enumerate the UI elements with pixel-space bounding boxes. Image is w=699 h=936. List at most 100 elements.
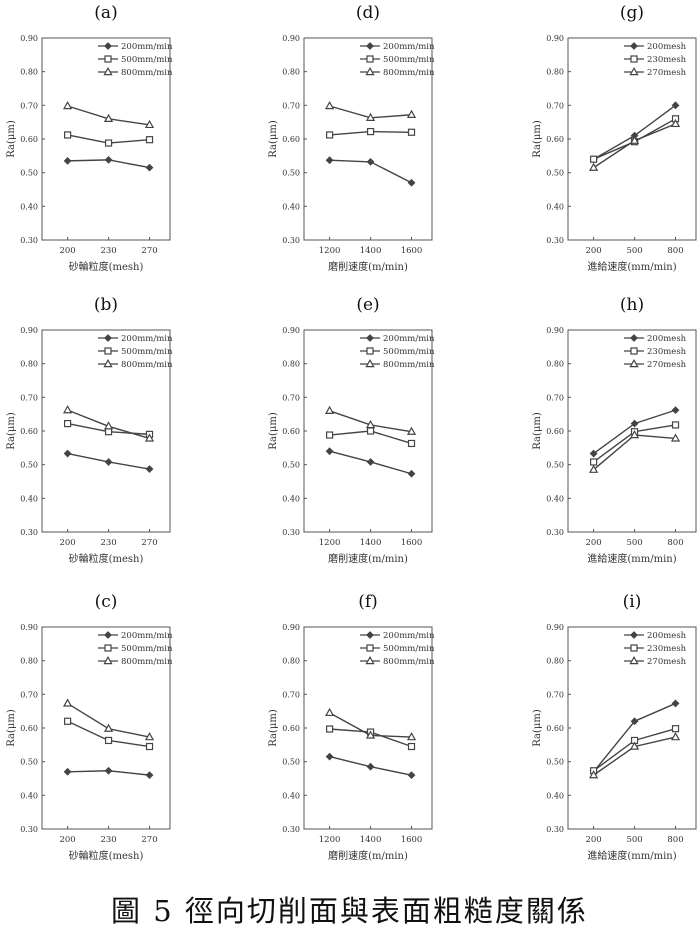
x-axis-label: 進給速度(mm/min) bbox=[587, 260, 676, 273]
y-tick-label: 0.30 bbox=[282, 528, 300, 537]
y-tick-label: 0.80 bbox=[282, 360, 300, 369]
marker-triangle bbox=[62, 100, 73, 110]
chart-panel: (c) 0.30 0.40 0.50 0.60 0.70 0.80 0.90 200 230 270… bbox=[6, 592, 173, 862]
chart-panel: (e) 0.30 0.40 0.50 0.60 0.70 0.80 0.90 1200 1400 1… bbox=[268, 295, 435, 565]
marker-diamond bbox=[407, 771, 416, 780]
marker-diamond bbox=[145, 771, 154, 780]
legend-label: 800mm/min bbox=[383, 360, 435, 370]
y-tick-label: 0.90 bbox=[282, 623, 300, 632]
y-tick-label: 0.90 bbox=[20, 326, 38, 335]
marker-triangle bbox=[365, 358, 375, 368]
y-tick-label: 0.60 bbox=[282, 427, 300, 436]
panel-label: (h) bbox=[620, 295, 644, 315]
marker-triangle bbox=[629, 655, 639, 665]
y-tick-label: 0.80 bbox=[546, 360, 564, 369]
marker-square bbox=[407, 439, 416, 448]
marker-triangle bbox=[324, 707, 335, 717]
x-axis-label: 進給速度(mm/min) bbox=[587, 849, 676, 862]
x-tick-label: 500 bbox=[626, 246, 642, 256]
y-tick-label: 0.70 bbox=[282, 393, 300, 402]
marker-triangle bbox=[406, 732, 417, 741]
marker-square bbox=[63, 717, 72, 725]
y-tick-label: 0.90 bbox=[546, 34, 564, 43]
marker-diamond bbox=[145, 163, 154, 172]
y-tick-label: 0.60 bbox=[20, 427, 38, 436]
legend-label: 800mm/min bbox=[383, 68, 435, 78]
marker-diamond bbox=[63, 156, 72, 165]
x-tick-label: 1600 bbox=[401, 835, 423, 845]
marker-diamond bbox=[630, 334, 638, 342]
y-axis-label: Ra(μm) bbox=[532, 412, 543, 450]
marker-triangle bbox=[629, 741, 640, 750]
x-tick-label: 1200 bbox=[319, 538, 341, 548]
y-tick-label: 0.70 bbox=[282, 101, 300, 110]
marker-diamond bbox=[630, 717, 639, 726]
y-tick-label: 0.50 bbox=[282, 461, 300, 470]
y-tick-label: 0.50 bbox=[282, 758, 300, 767]
marker-diamond bbox=[325, 752, 334, 761]
panel-label: (a) bbox=[94, 3, 117, 23]
y-axis-label: Ra(μm) bbox=[268, 120, 279, 158]
y-tick-label: 0.50 bbox=[282, 169, 300, 178]
marker-diamond bbox=[630, 419, 639, 428]
marker-diamond bbox=[671, 406, 680, 415]
marker-square bbox=[671, 725, 680, 733]
y-tick-label: 0.80 bbox=[546, 68, 564, 77]
x-tick-label: 800 bbox=[667, 538, 683, 548]
marker-square bbox=[630, 55, 638, 63]
x-tick-label: 200 bbox=[585, 246, 601, 256]
marker-triangle bbox=[670, 118, 681, 128]
marker-triangle bbox=[144, 119, 155, 129]
marker-square bbox=[104, 347, 112, 355]
x-tick-label: 1400 bbox=[360, 835, 382, 845]
y-tick-label: 0.50 bbox=[20, 461, 38, 470]
marker-square bbox=[145, 742, 154, 751]
marker-triangle bbox=[103, 723, 114, 732]
legend-label: 500mm/min bbox=[121, 347, 173, 357]
legend-label: 800mm/min bbox=[121, 68, 173, 78]
x-tick-label: 270 bbox=[141, 538, 157, 548]
legend-label: 230mesh bbox=[647, 55, 687, 65]
marker-triangle bbox=[588, 162, 599, 171]
marker-triangle bbox=[103, 655, 113, 665]
marker-diamond bbox=[366, 157, 375, 166]
marker-triangle bbox=[588, 770, 599, 779]
y-tick-label: 0.50 bbox=[546, 758, 564, 767]
panel-label: (f) bbox=[358, 592, 378, 612]
y-tick-label: 0.60 bbox=[546, 427, 564, 436]
figure-grid: (a) 0.30 0.40 0.50 0.60 0.70 0.80 0.90 200 230 270… bbox=[6, 3, 697, 862]
marker-triangle bbox=[103, 358, 113, 368]
marker-triangle bbox=[365, 112, 376, 121]
marker-diamond bbox=[366, 762, 375, 771]
series-line bbox=[67, 702, 150, 738]
y-axis-label: Ra(μm) bbox=[532, 709, 543, 747]
y-tick-label: 0.70 bbox=[20, 393, 38, 402]
y-tick-label: 0.40 bbox=[546, 791, 564, 800]
marker-square bbox=[63, 131, 72, 139]
marker-triangle bbox=[62, 698, 73, 707]
y-tick-label: 0.80 bbox=[282, 657, 300, 666]
y-tick-label: 0.50 bbox=[546, 169, 564, 178]
y-tick-label: 0.90 bbox=[546, 623, 564, 632]
x-tick-label: 500 bbox=[626, 538, 642, 548]
legend-label: 200mesh bbox=[647, 334, 687, 344]
y-tick-label: 0.70 bbox=[546, 690, 564, 699]
marker-square bbox=[63, 419, 72, 428]
marker-square bbox=[326, 431, 334, 439]
y-axis-label: Ra(μm) bbox=[6, 709, 17, 747]
legend-label: 230mesh bbox=[647, 347, 687, 357]
marker-diamond bbox=[671, 101, 680, 110]
marker-square bbox=[104, 428, 113, 436]
y-tick-label: 0.60 bbox=[20, 724, 38, 733]
marker-diamond bbox=[366, 334, 374, 342]
x-tick-label: 500 bbox=[626, 835, 642, 845]
marker-triangle bbox=[365, 655, 375, 665]
marker-triangle bbox=[629, 66, 639, 76]
y-tick-label: 0.90 bbox=[282, 326, 300, 335]
panel-label: (b) bbox=[94, 295, 118, 315]
marker-triangle bbox=[365, 419, 376, 429]
x-tick-label: 230 bbox=[100, 246, 116, 256]
y-tick-label: 0.60 bbox=[282, 135, 300, 144]
x-axis-label: 磨削速度(m/min) bbox=[328, 260, 408, 273]
marker-triangle bbox=[324, 405, 335, 414]
